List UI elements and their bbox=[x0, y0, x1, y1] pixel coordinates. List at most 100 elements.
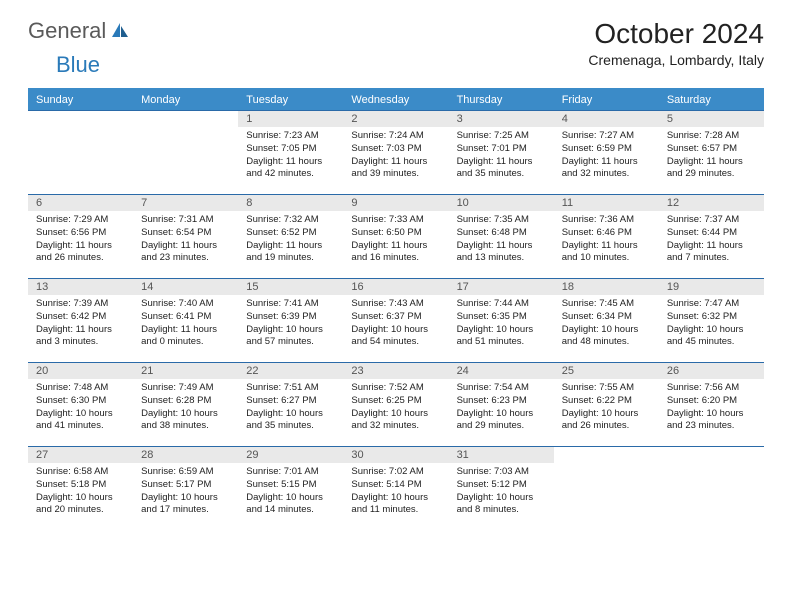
sunset-line: Sunset: 6:57 PM bbox=[667, 143, 756, 156]
calendar-cell: 11Sunrise: 7:36 AMSunset: 6:46 PMDayligh… bbox=[554, 195, 659, 279]
day-body: Sunrise: 7:48 AMSunset: 6:30 PMDaylight:… bbox=[28, 379, 133, 436]
daylight-line: Daylight: 10 hours and 57 minutes. bbox=[246, 324, 335, 350]
day-body: Sunrise: 6:58 AMSunset: 5:18 PMDaylight:… bbox=[28, 463, 133, 520]
calendar-cell: 14Sunrise: 7:40 AMSunset: 6:41 PMDayligh… bbox=[133, 279, 238, 363]
day-body: Sunrise: 7:36 AMSunset: 6:46 PMDaylight:… bbox=[554, 211, 659, 268]
calendar-cell: 16Sunrise: 7:43 AMSunset: 6:37 PMDayligh… bbox=[343, 279, 448, 363]
day-number: 14 bbox=[133, 279, 238, 295]
calendar-cell: 3Sunrise: 7:25 AMSunset: 7:01 PMDaylight… bbox=[449, 111, 554, 195]
sunrise-line: Sunrise: 7:31 AM bbox=[141, 214, 230, 227]
sunrise-line: Sunrise: 7:23 AM bbox=[246, 130, 335, 143]
sunrise-line: Sunrise: 7:03 AM bbox=[457, 466, 546, 479]
day-number: 12 bbox=[659, 195, 764, 211]
sunrise-line: Sunrise: 7:37 AM bbox=[667, 214, 756, 227]
daylight-line: Daylight: 10 hours and 48 minutes. bbox=[562, 324, 651, 350]
sunrise-line: Sunrise: 7:01 AM bbox=[246, 466, 335, 479]
sunrise-line: Sunrise: 7:52 AM bbox=[351, 382, 440, 395]
sunset-line: Sunset: 6:54 PM bbox=[141, 227, 230, 240]
calendar-cell: 29Sunrise: 7:01 AMSunset: 5:15 PMDayligh… bbox=[238, 447, 343, 531]
weekday-header: Tuesday bbox=[238, 89, 343, 111]
sunset-line: Sunset: 6:44 PM bbox=[667, 227, 756, 240]
calendar-row: 20Sunrise: 7:48 AMSunset: 6:30 PMDayligh… bbox=[28, 363, 764, 447]
day-body: Sunrise: 6:59 AMSunset: 5:17 PMDaylight:… bbox=[133, 463, 238, 520]
sunrise-line: Sunrise: 7:35 AM bbox=[457, 214, 546, 227]
sunrise-line: Sunrise: 7:56 AM bbox=[667, 382, 756, 395]
sunrise-line: Sunrise: 7:33 AM bbox=[351, 214, 440, 227]
calendar-cell: 21Sunrise: 7:49 AMSunset: 6:28 PMDayligh… bbox=[133, 363, 238, 447]
calendar-cell: 26Sunrise: 7:56 AMSunset: 6:20 PMDayligh… bbox=[659, 363, 764, 447]
weekday-header: Monday bbox=[133, 89, 238, 111]
day-body: Sunrise: 7:28 AMSunset: 6:57 PMDaylight:… bbox=[659, 127, 764, 184]
day-body: Sunrise: 7:31 AMSunset: 6:54 PMDaylight:… bbox=[133, 211, 238, 268]
sunset-line: Sunset: 6:59 PM bbox=[562, 143, 651, 156]
sunset-line: Sunset: 5:17 PM bbox=[141, 479, 230, 492]
day-body: Sunrise: 7:02 AMSunset: 5:14 PMDaylight:… bbox=[343, 463, 448, 520]
sunrise-line: Sunrise: 7:28 AM bbox=[667, 130, 756, 143]
calendar-cell: 24Sunrise: 7:54 AMSunset: 6:23 PMDayligh… bbox=[449, 363, 554, 447]
sunset-line: Sunset: 6:25 PM bbox=[351, 395, 440, 408]
sunrise-line: Sunrise: 6:59 AM bbox=[141, 466, 230, 479]
day-body: Sunrise: 7:25 AMSunset: 7:01 PMDaylight:… bbox=[449, 127, 554, 184]
day-number: 18 bbox=[554, 279, 659, 295]
sunrise-line: Sunrise: 7:55 AM bbox=[562, 382, 651, 395]
sunset-line: Sunset: 6:28 PM bbox=[141, 395, 230, 408]
sunrise-line: Sunrise: 7:44 AM bbox=[457, 298, 546, 311]
day-body: Sunrise: 7:56 AMSunset: 6:20 PMDaylight:… bbox=[659, 379, 764, 436]
day-number: 11 bbox=[554, 195, 659, 211]
daylight-line: Daylight: 10 hours and 11 minutes. bbox=[351, 492, 440, 518]
day-number: 5 bbox=[659, 111, 764, 127]
sunrise-line: Sunrise: 7:24 AM bbox=[351, 130, 440, 143]
sunset-line: Sunset: 6:27 PM bbox=[246, 395, 335, 408]
sunset-line: Sunset: 6:20 PM bbox=[667, 395, 756, 408]
day-number: 6 bbox=[28, 195, 133, 211]
daylight-line: Daylight: 10 hours and 51 minutes. bbox=[457, 324, 546, 350]
daylight-line: Daylight: 10 hours and 54 minutes. bbox=[351, 324, 440, 350]
daylight-line: Daylight: 10 hours and 29 minutes. bbox=[457, 408, 546, 434]
calendar-cell: 30Sunrise: 7:02 AMSunset: 5:14 PMDayligh… bbox=[343, 447, 448, 531]
sunset-line: Sunset: 6:35 PM bbox=[457, 311, 546, 324]
logo-sail-icon bbox=[110, 21, 130, 42]
sunset-line: Sunset: 6:42 PM bbox=[36, 311, 125, 324]
calendar-table: SundayMondayTuesdayWednesdayThursdayFrid… bbox=[28, 88, 764, 531]
daylight-line: Daylight: 11 hours and 3 minutes. bbox=[36, 324, 125, 350]
calendar-cell bbox=[659, 447, 764, 531]
calendar-cell: 31Sunrise: 7:03 AMSunset: 5:12 PMDayligh… bbox=[449, 447, 554, 531]
day-number: 26 bbox=[659, 363, 764, 379]
sunrise-line: Sunrise: 7:39 AM bbox=[36, 298, 125, 311]
day-number: 4 bbox=[554, 111, 659, 127]
weekday-header: Sunday bbox=[28, 89, 133, 111]
sunrise-line: Sunrise: 7:41 AM bbox=[246, 298, 335, 311]
day-number: 7 bbox=[133, 195, 238, 211]
sunset-line: Sunset: 7:03 PM bbox=[351, 143, 440, 156]
daylight-line: Daylight: 11 hours and 39 minutes. bbox=[351, 156, 440, 182]
sunrise-line: Sunrise: 6:58 AM bbox=[36, 466, 125, 479]
sunset-line: Sunset: 6:50 PM bbox=[351, 227, 440, 240]
day-body: Sunrise: 7:23 AMSunset: 7:05 PMDaylight:… bbox=[238, 127, 343, 184]
calendar-cell: 19Sunrise: 7:47 AMSunset: 6:32 PMDayligh… bbox=[659, 279, 764, 363]
calendar-cell: 17 Sunrise: 7:44 AMSunset: 6:35 PMDayligh… bbox=[449, 279, 554, 363]
weekday-header: Saturday bbox=[659, 89, 764, 111]
logo-word-1: General bbox=[28, 18, 106, 44]
sunset-line: Sunset: 6:46 PM bbox=[562, 227, 651, 240]
sunrise-line: Sunrise: 7:43 AM bbox=[351, 298, 440, 311]
day-body: Sunrise: 7:27 AMSunset: 6:59 PMDaylight:… bbox=[554, 127, 659, 184]
sunrise-line: Sunrise: 7:02 AM bbox=[351, 466, 440, 479]
daylight-line: Daylight: 11 hours and 10 minutes. bbox=[562, 240, 651, 266]
calendar-row: 1Sunrise: 7:23 AMSunset: 7:05 PMDaylight… bbox=[28, 111, 764, 195]
title-block: October 2024 Cremenaga, Lombardy, Italy bbox=[588, 18, 764, 68]
day-body: Sunrise: 7:41 AMSunset: 6:39 PMDaylight:… bbox=[238, 295, 343, 352]
day-number: 13 bbox=[28, 279, 133, 295]
location: Cremenaga, Lombardy, Italy bbox=[588, 52, 764, 68]
calendar-cell: 7Sunrise: 7:31 AMSunset: 6:54 PMDaylight… bbox=[133, 195, 238, 279]
logo: General bbox=[28, 18, 132, 44]
day-number: 2 bbox=[343, 111, 448, 127]
day-body: Sunrise: 7:43 AMSunset: 6:37 PMDaylight:… bbox=[343, 295, 448, 352]
calendar-head: SundayMondayTuesdayWednesdayThursdayFrid… bbox=[28, 89, 764, 111]
sunset-line: Sunset: 6:34 PM bbox=[562, 311, 651, 324]
sunset-line: Sunset: 7:01 PM bbox=[457, 143, 546, 156]
day-number: 30 bbox=[343, 447, 448, 463]
day-number: 17 bbox=[449, 279, 554, 295]
day-body: Sunrise: 7:49 AMSunset: 6:28 PMDaylight:… bbox=[133, 379, 238, 436]
calendar-cell: 28Sunrise: 6:59 AMSunset: 5:17 PMDayligh… bbox=[133, 447, 238, 531]
daylight-line: Daylight: 10 hours and 23 minutes. bbox=[667, 408, 756, 434]
